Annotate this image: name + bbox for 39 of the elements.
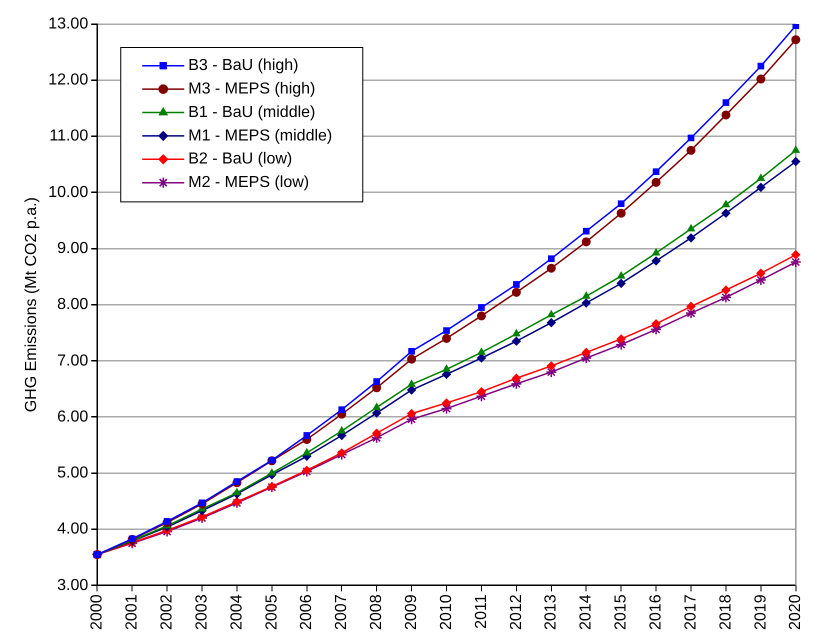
legend-label: M3 - MEPS (high) [188,80,316,98]
legend-label: M2 - MEPS (low) [188,174,310,192]
x-tick-label: 2013 [542,594,560,630]
x-tick-label: 2001 [124,594,141,630]
x-tick-label: 2004 [228,594,246,630]
y-tick-label: 4.00 [57,520,88,538]
x-tick-label: 2000 [88,594,106,630]
x-tick-label: 2018 [717,594,734,630]
y-tick-label: 10.00 [48,184,88,201]
x-tick-label: 2010 [438,594,455,630]
y-axis-title: GHG Emissions (Mt CO2 p.a.) [23,197,40,412]
x-tick-label: 2016 [647,594,664,630]
x-tick-label: 2008 [368,594,386,630]
x-tick-label: 2015 [612,594,630,630]
legend-label: B2 - BaU (low) [188,150,292,168]
y-tick-label: 3.00 [57,576,88,594]
y-tick-label: 12.00 [48,72,88,89]
y-tick-label: 7.00 [57,352,88,370]
x-tick-label: 2007 [333,594,350,630]
y-tick-label: 8.00 [57,296,88,314]
x-tick-label: 2003 [193,594,210,630]
x-tick-label: 2005 [263,594,280,630]
legend-label: M1 - MEPS (middle) [188,127,332,144]
x-tick-label: 2012 [508,594,525,630]
x-tick-label: 2002 [158,594,176,630]
y-tick-label: 5.00 [57,464,88,482]
y-tick-label: 13.00 [48,15,88,32]
x-tick-label: 2017 [682,594,700,630]
legend-label: B3 - BaU (high) [188,57,299,74]
y-tick-label: 9.00 [57,240,88,257]
x-tick-label: 2020 [787,594,804,630]
legend-label: B1 - BaU (middle) [188,104,316,121]
x-tick-label: 2014 [578,594,595,630]
y-tick-label: 11.00 [49,128,88,145]
x-tick-label: 2019 [752,594,770,630]
x-tick-label: 2006 [298,594,316,630]
x-tick-label: 2011 [472,594,490,629]
x-tick-label: 2009 [403,594,420,630]
y-tick-label: 6.00 [57,408,88,426]
